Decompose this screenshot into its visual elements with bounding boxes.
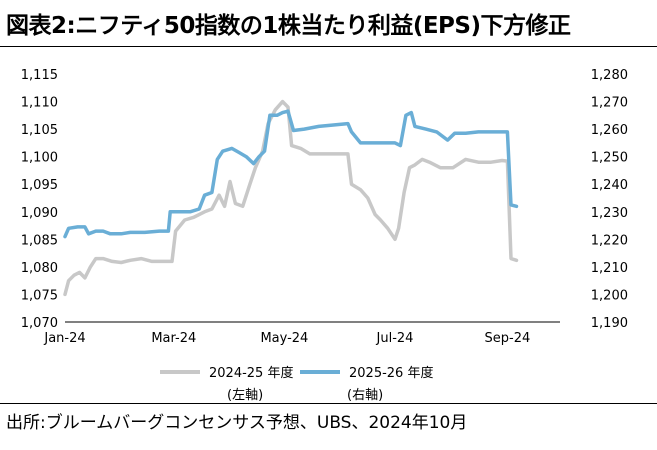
right-tick-label: 1,220: [591, 233, 628, 248]
bottom-rule: [0, 403, 657, 404]
left-tick-label: 1,090: [21, 206, 58, 221]
right-axis-tick-labels: 1,190 1,200 1,210 1,220 1,230 1,240 1,250 1,260…: [591, 68, 628, 331]
legend-axis-note-right: (右軸): [347, 388, 383, 402]
left-tick-label: 1,075: [21, 288, 58, 303]
right-tick-label: 1,230: [591, 206, 628, 221]
left-tick-label: 1,100: [21, 151, 58, 166]
left-tick-label: 1,095: [21, 178, 58, 193]
right-tick-label: 1,280: [591, 68, 628, 83]
right-tick-label: 1,250: [591, 151, 628, 166]
x-tick-label: Jul-24: [376, 331, 414, 346]
top-rule: [0, 46, 657, 47]
right-tick-label: 1,200: [591, 288, 628, 303]
chart-title: 図表2:ニフティ50指数の1株当たり利益(EPS)下方修正: [6, 13, 571, 39]
source-note: 出所:ブルームバーグコンセンサス予想、UBS、2024年10月: [6, 413, 468, 433]
x-tick-label: Jan-24: [43, 331, 85, 346]
series-line-2025-26: [63, 109, 519, 239]
legend-label-2024-25: 2024-25 年度: [209, 365, 293, 381]
right-tick-label: 1,210: [591, 261, 628, 276]
left-tick-label: 1,110: [21, 96, 58, 111]
left-tick-label: 1,085: [21, 233, 58, 248]
x-tick-label: May-24: [260, 331, 308, 346]
legend-label-2025-26: 2025-26 年度: [349, 365, 433, 381]
legend-axis-note-left: (左軸): [227, 388, 263, 402]
right-tick-label: 1,190: [591, 316, 628, 331]
x-tick-label: Mar-24: [151, 331, 196, 346]
left-tick-label: 1,105: [21, 123, 58, 138]
series-layer: [63, 99, 519, 297]
x-axis-tick-labels: Jan-24 Mar-24 May-24 Jul-24 Sep-24: [43, 331, 530, 346]
right-tick-label: 1,260: [591, 123, 628, 138]
eps-line-chart: 1,070 1,075 1,080 1,085 1,090 1,095 1,100 1,105…: [21, 68, 628, 402]
right-tick-label: 1,240: [591, 178, 628, 193]
left-tick-label: 1,070: [21, 316, 58, 331]
left-tick-label: 1,115: [21, 68, 58, 83]
right-tick-label: 1,270: [591, 96, 628, 111]
series-line-2024-25: [63, 99, 519, 297]
left-tick-label: 1,080: [21, 261, 58, 276]
x-tick-label: Sep-24: [485, 331, 531, 346]
left-axis-tick-labels: 1,070 1,075 1,080 1,085 1,090 1,095 1,100 1,105…: [21, 68, 58, 331]
